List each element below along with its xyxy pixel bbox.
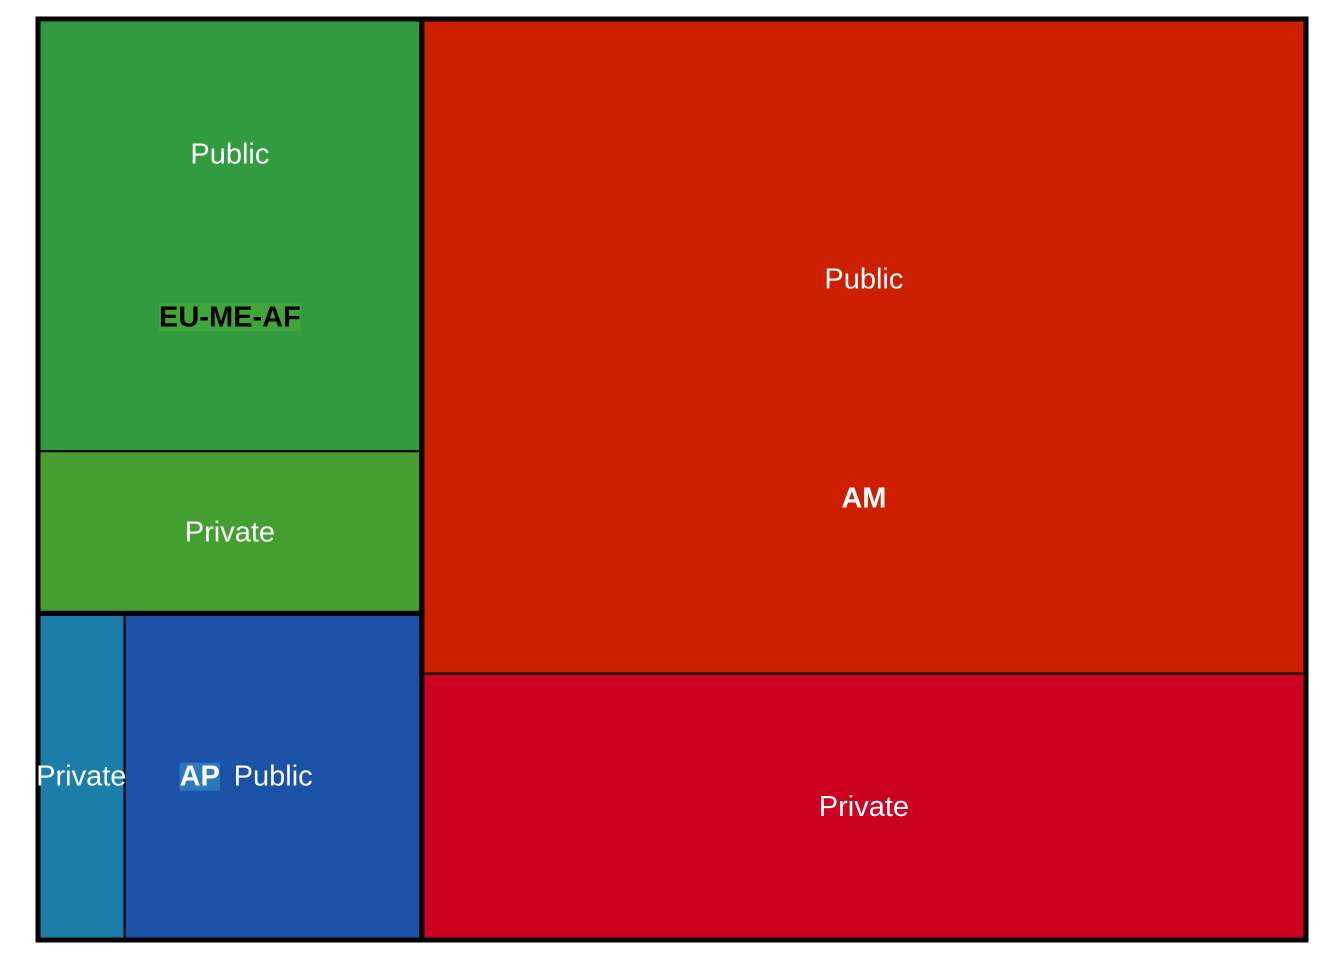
group-border-layer [35, 16, 1309, 943]
tile-label-eu-me-af-private: Private [185, 516, 275, 548]
treemap-tile-ap-public [123, 612, 423, 941]
group-label-bg-eu-me-af [159, 303, 301, 332]
treemap-tile-eu-me-af-public [37, 18, 423, 453]
tile-label-ap-private: Private [36, 761, 126, 793]
tile-label-am-public: Public [824, 263, 903, 295]
tile-label-ap-public: Public [234, 761, 313, 793]
group-label-eu-me-af: EU-ME-AF [159, 301, 301, 333]
leaf-layer [37, 18, 1308, 941]
tile-label-eu-me-af-public: Public [190, 139, 269, 171]
treemap-tile-am-public [420, 18, 1308, 675]
treemap-tile-am-private [420, 672, 1308, 941]
treemap-group-ap [35, 610, 425, 943]
label-layer: Public Private Public Private Private Public A… [36, 139, 909, 823]
treemap-tile-eu-me-af-private [37, 450, 423, 615]
tile-label-am-private: Private [819, 791, 909, 823]
group-label-am: AM [841, 483, 886, 515]
group-label-bg-ap [179, 762, 220, 791]
group-label-ap: AP [180, 761, 220, 793]
